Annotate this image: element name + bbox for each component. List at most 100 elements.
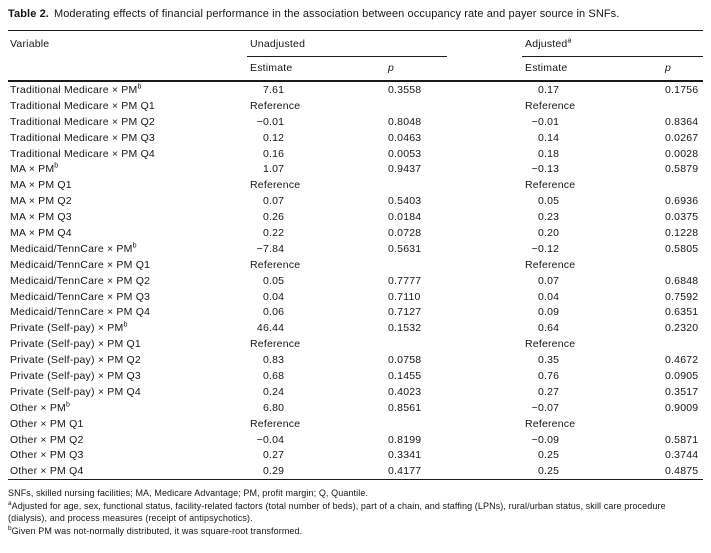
table-row: Other × PM Q1 Reference Reference <box>8 416 703 432</box>
cell-unadjusted-p: 0.1532 <box>388 322 422 335</box>
cell-adjusted-p: 0.6848 <box>665 274 699 287</box>
variable-label: Traditional Medicare × PM Q3 <box>10 131 155 144</box>
cell-variable: Medicaid/TennCare × PM Q4 <box>8 304 247 320</box>
cell-adjusted-p <box>660 257 703 273</box>
table-row: Private (Self-pay) × PM Q2 0.83 0.0758 0.35… <box>8 352 703 368</box>
cell-unadjusted-estimate: Reference <box>250 258 301 271</box>
footnote-text: SNFs, skilled nursing facilities; MA, Me… <box>8 488 369 499</box>
variable-label: Medicaid/TennCare × PM Q3 <box>10 290 151 303</box>
variable-label: MA × PM Q2 <box>10 195 72 208</box>
cell-unadjusted-p: 0.0728 <box>388 226 422 239</box>
cell-unadjusted-estimate: 0.04 <box>262 290 285 303</box>
cell-adjusted-p <box>660 336 703 352</box>
cell-variable: Medicaid/TennCare × PM Q2 <box>8 273 247 289</box>
cell-adjusted-estimate: 0.27 <box>537 385 560 398</box>
cell-adjusted-estimate: 0.05 <box>537 195 560 208</box>
table-row: MA × PMb 1.07 0.9437 −0.13 0.5879 <box>8 161 703 177</box>
variable-superscript: b <box>137 83 142 91</box>
subheader-p-unadjusted: p <box>388 62 395 74</box>
cell-variable: Private (Self-pay) × PM Q1 <box>8 336 247 352</box>
variable-label: Medicaid/TennCare × PM Q2 <box>10 274 151 287</box>
cell-variable: MA × PM Q2 <box>8 193 247 209</box>
cell-adjusted-estimate: 0.25 <box>537 449 560 462</box>
cell-variable: Traditional Medicare × PM Q4 <box>8 146 247 162</box>
cell-unadjusted-p: 0.3558 <box>388 83 422 96</box>
variable-label: Private (Self-pay) × PM Q2 <box>10 354 141 367</box>
cell-variable: Medicaid/TennCare × PM Q1 <box>8 257 247 273</box>
cell-unadjusted-p: 0.7110 <box>388 290 421 303</box>
group-header-adjusted-cell: Adjusteda <box>522 31 703 57</box>
table-caption: Moderating effects of financial performa… <box>53 8 620 20</box>
cell-unadjusted-estimate: 0.29 <box>247 463 383 481</box>
cell-unadjusted-p: 0.7127 <box>388 306 422 319</box>
footnote-text: Adjusted for age, sex, functional status… <box>8 500 666 524</box>
table-body: Traditional Medicare × PMb 7.61 0.3558 0.17… <box>8 81 703 481</box>
cell-adjusted-estimate: Reference <box>525 179 576 192</box>
cell-unadjusted-estimate: Reference <box>250 179 301 192</box>
results-table: Variable Unadjusted Adjusteda Estimate p… <box>8 30 703 481</box>
sub-header-row: Estimate p Estimate p <box>8 57 703 82</box>
footnote-line: aAdjusted for age, sex, functional statu… <box>8 500 707 525</box>
cell-unadjusted-estimate: 0.27 <box>262 449 285 462</box>
variable-label: Other × PM Q4 <box>10 465 84 478</box>
cell-adjusted-p <box>660 98 703 114</box>
variable-label: Traditional Medicare × PM <box>10 83 138 96</box>
cell-variable: Traditional Medicare × PM Q1 <box>8 98 247 114</box>
cell-unadjusted-p: 0.4023 <box>388 385 422 398</box>
variable-label: Other × PM Q2 <box>10 433 84 446</box>
table-row: Medicaid/TennCare × PMb −7.84 0.5631 −0.12 0… <box>8 241 703 257</box>
cell-adjusted-estimate: 0.18 <box>537 147 560 160</box>
variable-label: Traditional Medicare × PM Q1 <box>10 99 155 112</box>
cell-adjusted-p: 0.2320 <box>665 322 699 335</box>
cell-unadjusted-estimate: 0.07 <box>262 195 285 208</box>
cell-adjusted-estimate: 0.35 <box>537 354 560 367</box>
group-label-adjusted: Adjusted <box>525 38 568 50</box>
variable-label: Private (Self-pay) × PM Q3 <box>10 369 141 382</box>
cell-variable: MA × PMb <box>8 161 247 177</box>
cell-adjusted-p: 0.8364 <box>665 115 699 128</box>
cell-adjusted-p: 0.0375 <box>665 211 699 224</box>
cell-adjusted-p <box>660 177 703 193</box>
table-row: Other × PM Q4 0.29 0.4177 0.25 0.4875 <box>8 463 703 481</box>
cell-adjusted-estimate: 0.14 <box>537 131 560 144</box>
cell-unadjusted-p: 0.7777 <box>388 274 422 287</box>
variable-superscript: b <box>54 162 59 170</box>
variable-label: Other × PM Q1 <box>10 417 84 430</box>
table-row: Traditional Medicare × PM Q2 −0.01 0.8048 −… <box>8 114 703 130</box>
cell-unadjusted-p: 0.0463 <box>388 131 422 144</box>
cell-unadjusted-estimate: Reference <box>250 417 301 430</box>
cell-adjusted-estimate: −0.12 <box>531 242 560 255</box>
cell-variable: MA × PM Q1 <box>8 177 247 193</box>
cell-adjusted-p: 0.5879 <box>665 163 699 176</box>
cell-unadjusted-p <box>383 177 522 193</box>
cell-adjusted-p: 0.5871 <box>665 433 699 446</box>
cell-variable: Other × PM Q4 <box>8 463 247 481</box>
cell-unadjusted-p: 0.0053 <box>388 147 422 160</box>
footnotes: SNFs, skilled nursing facilities; MA, Me… <box>8 487 707 537</box>
table-title: Table 2. Moderating effects of financial … <box>0 0 711 30</box>
cell-adjusted-p: 0.6351 <box>665 306 699 319</box>
table-row: Medicaid/TennCare × PM Q3 0.04 0.7110 0.04 0… <box>8 289 703 305</box>
cell-unadjusted-estimate: −0.04 <box>256 433 285 446</box>
group-label-unadjusted: Unadjusted <box>250 38 306 50</box>
cell-adjusted-estimate: 0.76 <box>537 369 560 382</box>
cell-adjusted-p: 0.0267 <box>665 131 699 144</box>
footnote-line: bGiven PM was not-normally distributed, … <box>8 525 707 538</box>
table-row: Traditional Medicare × PM Q4 0.16 0.0053 0.… <box>8 146 703 162</box>
variable-superscript: b <box>123 321 128 329</box>
cell-unadjusted-p: 0.1455 <box>388 369 422 382</box>
cell-variable: Traditional Medicare × PMb <box>8 81 247 98</box>
cell-unadjusted-estimate: −7.84 <box>256 242 285 255</box>
cell-variable: Private (Self-pay) × PM Q3 <box>8 368 247 384</box>
cell-adjusted-estimate: Reference <box>525 99 576 112</box>
footnote-text: Given PM was not-normally distributed, i… <box>11 526 303 537</box>
cell-unadjusted-p: 0.4177 <box>383 463 522 481</box>
cell-adjusted-p: 0.4875 <box>660 463 703 481</box>
cell-variable: MA × PM Q4 <box>8 225 247 241</box>
group-header-row: Variable Unadjusted Adjusteda <box>8 30 703 82</box>
variable-label: Medicaid/TennCare × PM <box>10 242 133 255</box>
cell-adjusted-estimate: Reference <box>525 417 576 430</box>
cell-variable: Private (Self-pay) × PMb <box>8 320 247 336</box>
table-row: MA × PM Q4 0.22 0.0728 0.20 0.1228 <box>8 225 703 241</box>
subheader-estimate-adjusted: Estimate <box>522 57 660 82</box>
